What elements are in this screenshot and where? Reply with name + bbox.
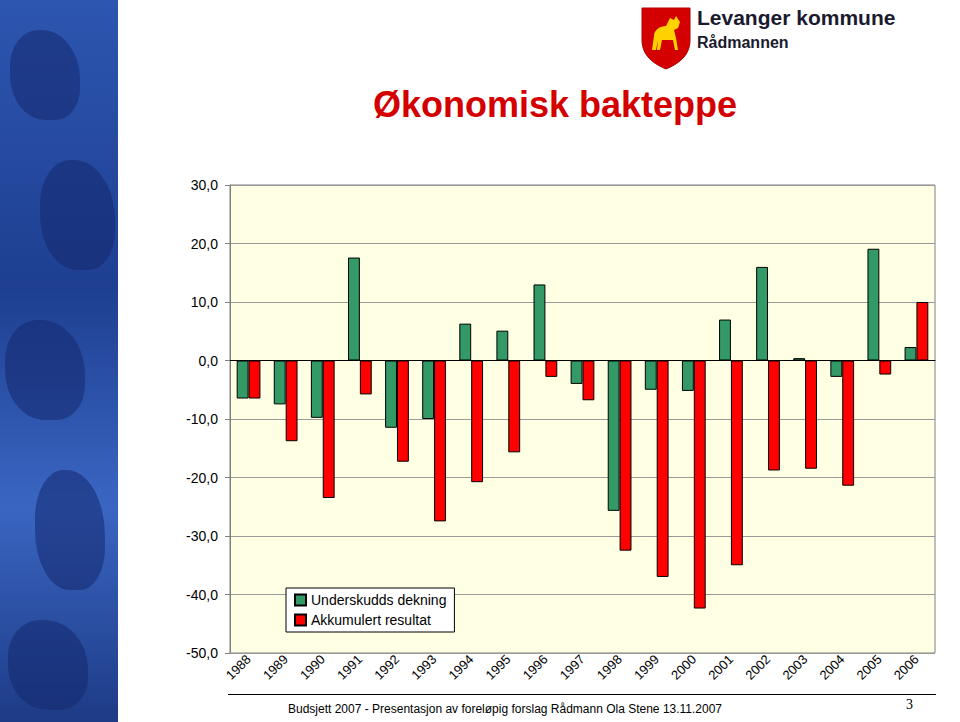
html-text:Levanger kommune: Levanger kommune: [697, 6, 896, 29]
svg-text:30,0: 30,0: [191, 177, 218, 193]
svg-text:-40,0: -40,0: [186, 587, 218, 603]
svg-text:1992: 1992: [371, 652, 402, 683]
svg-text:20,0: 20,0: [191, 236, 218, 252]
html-text:3: 3: [906, 697, 913, 712]
html-text:Budsjett 2007 - Presentasjon a: Budsjett 2007 - Presentasjon av foreløpi…: [288, 702, 722, 716]
svg-text:0,0: 0,0: [199, 353, 219, 369]
svg-text:-10,0: -10,0: [186, 411, 218, 427]
svg-text:Underskudds dekning: Underskudds dekning: [311, 592, 446, 608]
svg-text:1988: 1988: [223, 652, 254, 683]
svg-text:1991: 1991: [334, 652, 365, 683]
svg-text:1996: 1996: [520, 652, 551, 683]
svg-text:1998: 1998: [594, 652, 625, 683]
svg-text:1999: 1999: [631, 652, 662, 683]
svg-text:1990: 1990: [297, 652, 328, 683]
svg-text:1994: 1994: [445, 652, 476, 683]
svg-text:-30,0: -30,0: [186, 528, 218, 544]
svg-text:2002: 2002: [742, 652, 773, 683]
svg-text:2003: 2003: [779, 652, 810, 683]
html-text:Rådmannen: Rådmannen: [697, 34, 789, 51]
svg-text:10,0: 10,0: [191, 294, 218, 310]
svg-text:-50,0: -50,0: [186, 645, 218, 661]
svg-text:2004: 2004: [817, 652, 848, 683]
html-text:Økonomisk bakteppe: Økonomisk bakteppe: [372, 84, 737, 125]
svg-text:2006: 2006: [891, 652, 922, 683]
svg-text:2001: 2001: [705, 652, 736, 683]
svg-text:1995: 1995: [483, 652, 514, 683]
svg-text:1997: 1997: [557, 652, 588, 683]
svg-text:-20,0: -20,0: [186, 470, 218, 486]
svg-text:2005: 2005: [854, 652, 885, 683]
svg-text:1993: 1993: [408, 652, 439, 683]
svg-text:2000: 2000: [668, 652, 699, 683]
svg-text:Akkumulert resultat: Akkumulert resultat: [311, 612, 431, 628]
svg-text:1989: 1989: [260, 652, 291, 683]
